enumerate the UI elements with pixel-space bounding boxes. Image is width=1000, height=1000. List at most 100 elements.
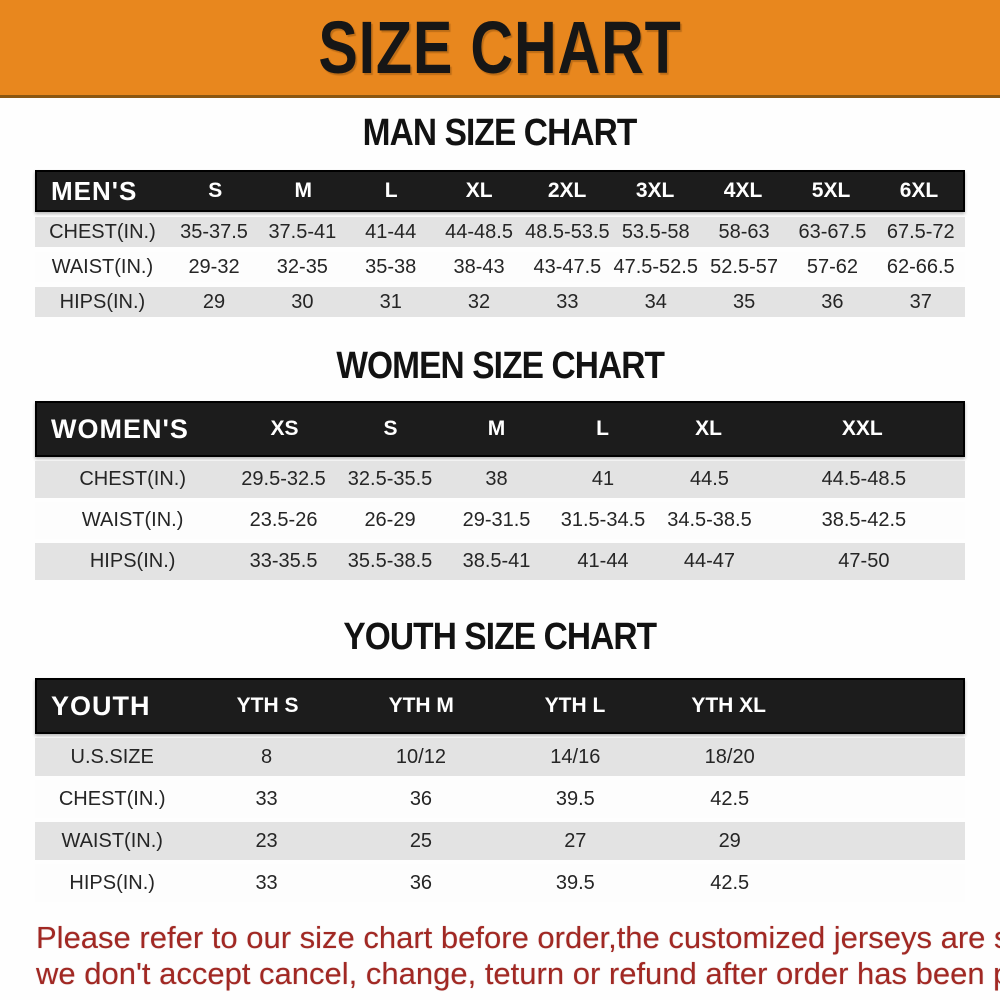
- value-cell: 29: [718, 829, 741, 852]
- value-cell: 42.5: [710, 871, 750, 894]
- size-column-header: XXL: [841, 417, 883, 440]
- size-column-header: S: [208, 179, 223, 202]
- value-cell: 8: [261, 745, 273, 768]
- value-cell: 38-43: [453, 255, 505, 278]
- women-section-heading: WOMEN SIZE CHART: [336, 345, 665, 387]
- table-row: CHEST(IN.) 33 36 39.5 42.5: [35, 780, 965, 818]
- size-column-header: YTH XL: [691, 694, 766, 717]
- men-size-table: MEN'S S M L XL 2XL 3XL 4XL 5XL 6XL CHEST(IN.) 35-37…: [35, 170, 965, 317]
- value-cell: 35-38: [365, 255, 417, 278]
- table-header-bar: YOUTH YTH S YTH M YTH L YTH XL: [35, 678, 965, 734]
- table-row: WAIST(IN.) 23 25 27 29: [35, 822, 965, 860]
- size-column-header: S: [383, 417, 398, 440]
- size-column-header: 5XL: [811, 179, 851, 202]
- youth-size-section: YOUTH SIZE CHART YOUTH YTH S YTH M YTH L YTH…: [0, 616, 1000, 902]
- value-cell: 29.5-32.5: [241, 468, 326, 490]
- value-cell: 39.5: [555, 787, 595, 810]
- value-cell: 32: [467, 290, 491, 313]
- value-cell: 32.5-35.5: [347, 468, 433, 490]
- value-cell: 35-37.5: [180, 220, 248, 243]
- value-cell: 36: [409, 787, 433, 810]
- value-cell: 47.5-52.5: [613, 255, 698, 278]
- value-cell: 38: [485, 468, 508, 490]
- value-cell: 58-63: [718, 220, 770, 243]
- value-cell: 23.5-26: [249, 509, 318, 531]
- value-cell: 47-50: [838, 550, 890, 572]
- disclaimer-text: Please refer to our size chart before or…: [0, 920, 1000, 992]
- size-column-header: 4XL: [723, 179, 763, 202]
- value-cell: 44.5-48.5: [821, 468, 907, 490]
- size-column-header: L: [384, 179, 398, 202]
- value-cell: 30: [291, 290, 314, 313]
- value-cell: 10/12: [395, 745, 446, 768]
- value-cell: 62-66.5: [886, 255, 955, 278]
- size-column-header: 6XL: [899, 179, 939, 202]
- disclaimer-line-1: Please refer to our size chart before or…: [36, 920, 1000, 955]
- value-cell: 43-47.5: [533, 255, 602, 278]
- value-cell: 38.5-41: [462, 550, 531, 572]
- table-row: HIPS(IN.) 33 36 39.5 42.5: [35, 864, 965, 902]
- youth-size-table: YOUTH YTH S YTH M YTH L YTH XL U.S.SIZE 8 10/12…: [35, 678, 965, 902]
- row-label: CHEST(IN.): [79, 468, 186, 490]
- value-cell: 27: [564, 829, 587, 852]
- table-row: CHEST(IN.) 35-37.5 37.5-41 41-44 44-48.5 48.5…: [35, 217, 965, 247]
- size-column-header: M: [294, 179, 312, 202]
- row-label: WAIST(IN.): [61, 829, 163, 852]
- size-column-header: XL: [465, 179, 493, 202]
- value-cell: 48.5-53.5: [525, 220, 610, 243]
- disclaimer-line-2: we don't accept cancel, change, teturn o…: [36, 956, 1000, 991]
- size-column-header: XS: [270, 417, 299, 440]
- size-column-header: 2XL: [547, 179, 587, 202]
- table-row: U.S.SIZE 8 10/12 14/16 18/20: [35, 738, 965, 776]
- table-header-bar: WOMEN'S XS S M L XL XXL: [35, 401, 965, 457]
- women-size-section: WOMEN SIZE CHART WOMEN'S XS S M L XL XXL CHEST(…: [0, 345, 1000, 580]
- table-title: YOUTH: [51, 690, 151, 721]
- value-cell: 23: [255, 829, 278, 852]
- value-cell: 38.5-42.5: [821, 509, 907, 531]
- value-cell: 35.5-38.5: [347, 550, 433, 572]
- table-title: MEN'S: [51, 175, 138, 206]
- value-cell: 35: [732, 290, 756, 313]
- value-cell: 52.5-57: [710, 255, 778, 278]
- value-cell: 67.5-72: [886, 220, 955, 243]
- value-cell: 29-31.5: [462, 509, 531, 531]
- women-size-table: WOMEN'S XS S M L XL XXL CHEST(IN.) 29.5-32.5 32.5…: [35, 401, 965, 580]
- value-cell: 39.5: [555, 871, 595, 894]
- value-cell: 41-44: [577, 550, 629, 572]
- table-row: CHEST(IN.) 29.5-32.5 32.5-35.5 38 41 44.5 44.5…: [35, 461, 965, 498]
- value-cell: 36: [821, 290, 844, 313]
- men-section-heading: MAN SIZE CHART: [363, 112, 638, 154]
- size-column-header: YTH L: [544, 694, 606, 717]
- row-label: HIPS(IN.): [59, 290, 146, 313]
- row-label: U.S.SIZE: [70, 745, 154, 768]
- value-cell: 34.5-38.5: [667, 509, 752, 531]
- row-label: CHEST(IN.): [58, 787, 166, 810]
- value-cell: 41-44: [365, 220, 417, 243]
- value-cell: 14/16: [550, 745, 601, 768]
- value-cell: 41: [591, 468, 615, 490]
- value-cell: 44.5: [690, 468, 729, 490]
- size-column-header: YTH S: [236, 694, 299, 717]
- value-cell: 33: [556, 290, 579, 313]
- youth-section-heading: YOUTH SIZE CHART: [343, 616, 658, 658]
- value-cell: 34: [644, 290, 667, 313]
- size-column-header: M: [487, 417, 506, 440]
- value-cell: 57-62: [806, 255, 858, 278]
- value-cell: 32-35: [276, 255, 328, 278]
- value-cell: 33: [255, 871, 278, 894]
- value-cell: 44-48.5: [445, 220, 513, 243]
- banner-title: SIZE CHART: [318, 6, 682, 89]
- size-chart-banner: SIZE CHART: [0, 0, 1000, 98]
- value-cell: 42.5: [710, 787, 750, 810]
- size-column-header: L: [596, 417, 609, 440]
- value-cell: 18/20: [704, 745, 755, 768]
- value-cell: 37.5-41: [268, 220, 337, 243]
- row-label: WAIST(IN.): [81, 509, 184, 531]
- size-column-header: XL: [695, 417, 722, 440]
- value-cell: 37: [909, 290, 932, 313]
- row-label: HIPS(IN.): [89, 550, 176, 572]
- value-cell: 33-35.5: [249, 550, 318, 572]
- men-size-section: MAN SIZE CHART MEN'S S M L XL 2XL 3XL 4XL 5XL 6XL…: [0, 112, 1000, 317]
- value-cell: 36: [409, 871, 433, 894]
- value-cell: 31: [379, 290, 402, 313]
